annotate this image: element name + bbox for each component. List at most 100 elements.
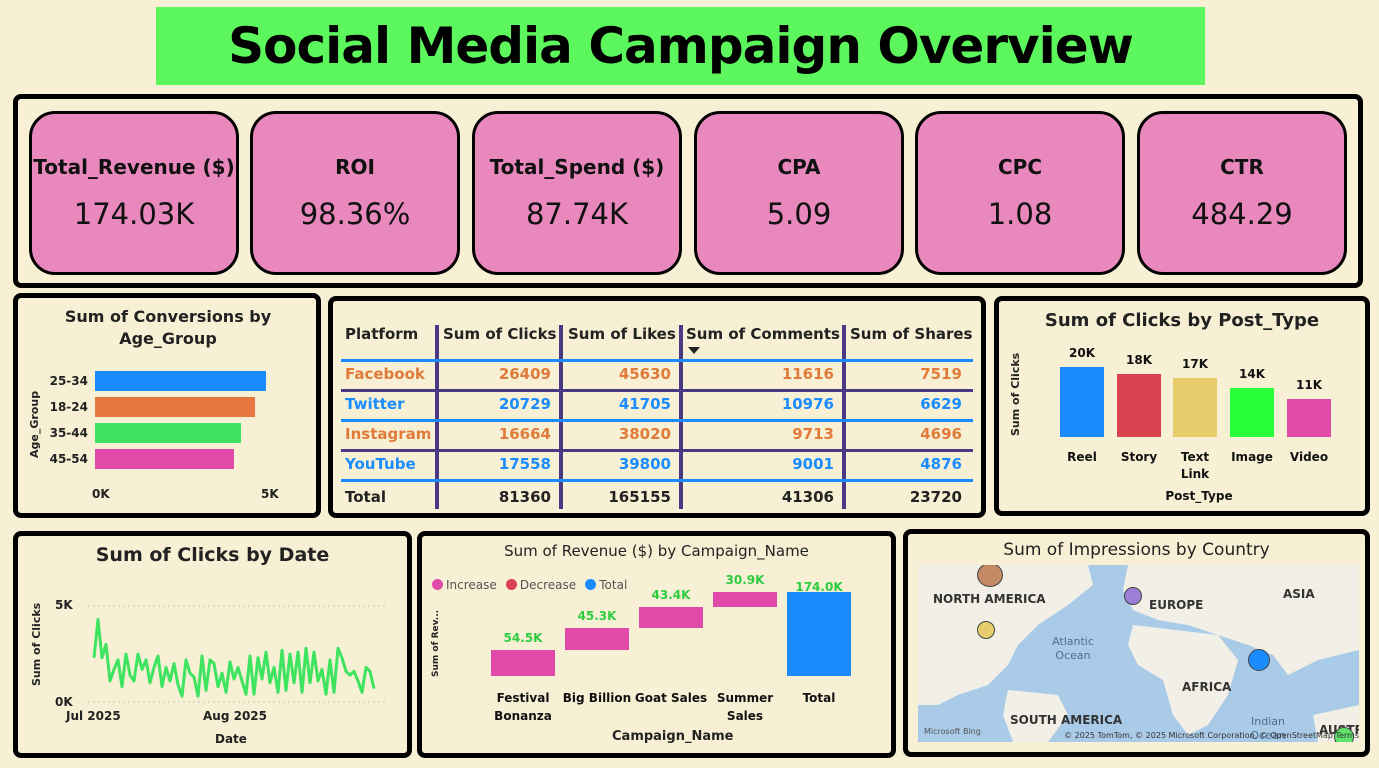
region-label: NORTH AMERICA (933, 592, 1046, 606)
table-value-cell: 4876 (920, 455, 962, 473)
post-chart-xlabel: Post_Type (1165, 489, 1233, 503)
legend-increase[interactable]: Increase (432, 578, 497, 592)
post-type-bar[interactable] (1117, 374, 1161, 437)
table-header-likes[interactable]: Sum of Likes (568, 325, 676, 343)
post-value-label: 18K (1126, 353, 1152, 367)
date-chart-title: Sum of Clicks by Date (95, 544, 330, 566)
post-type-bar[interactable] (1287, 398, 1331, 437)
table-value-cell: 38020 (618, 425, 671, 443)
region-label: ASIA (1283, 587, 1315, 601)
table-value-cell: 17558 (498, 455, 551, 473)
waterfall-increase-bar[interactable] (639, 606, 703, 628)
waterfall-value-label: 54.5K (503, 630, 543, 645)
kpi-card-total-spend[interactable]: Total_Spend ($) 87.74K (472, 111, 682, 275)
kpi-card-cpc[interactable]: CPC 1.08 (915, 111, 1125, 275)
legend-label: Decrease (519, 578, 577, 592)
kpi-label: Total_Revenue ($) (33, 155, 235, 179)
table-platform-cell[interactable]: YouTube (345, 455, 416, 473)
legend-total[interactable]: Total (585, 578, 627, 592)
age-tick-0: 0K (92, 487, 110, 501)
kpi-label: ROI (335, 155, 375, 179)
post-type-bar[interactable] (1060, 367, 1104, 437)
north-america-shape (918, 565, 1093, 705)
waterfall-total-bar[interactable] (787, 592, 851, 676)
table-value-cell: 9001 (792, 455, 834, 473)
waterfall-value-label: 174.0K (795, 580, 843, 594)
world-map[interactable]: NORTH AMERICA EUROPE ASIA AFRICA SOUTH A… (918, 565, 1359, 742)
country-bubble[interactable] (1334, 727, 1354, 742)
country-bubble[interactable] (1248, 649, 1270, 671)
table-platform-cell[interactable]: Twitter (345, 395, 405, 413)
kpi-card-roi[interactable]: ROI 98.36% (250, 111, 460, 275)
age-bar[interactable] (95, 397, 256, 417)
table-total-cell: 81360 (498, 488, 551, 506)
legend-label: Increase (446, 578, 497, 592)
table-total-cell: 165155 (608, 488, 671, 506)
kpi-value: 484.29 (1191, 197, 1293, 231)
table-value-cell: 20729 (498, 395, 551, 413)
post-category-label: Reel (1067, 450, 1097, 464)
table-platform-cell[interactable]: Instagram (345, 425, 432, 443)
legend-dot-icon (585, 579, 597, 590)
eurasia-shape (1123, 565, 1359, 675)
landmass-shapes (918, 565, 1359, 742)
waterfall-category-label: Summer Sales (716, 691, 774, 723)
country-bubble[interactable] (1124, 587, 1142, 605)
clicks-by-date-chart-panel[interactable]: Sum of Clicks by Date Sum of Clicks 5K 0… (13, 531, 412, 758)
date-xtick-jul: Jul 2025 (66, 709, 121, 723)
post-category-label: Image (1231, 450, 1273, 464)
table-platform-cell[interactable]: Facebook (345, 365, 425, 383)
table-value-cell: 10976 (781, 395, 834, 413)
country-bubble[interactable] (977, 621, 995, 639)
south-america-shape (1003, 690, 1068, 742)
post-value-label: 17K (1182, 356, 1208, 371)
table-header-platform[interactable]: Platform (345, 325, 419, 343)
country-bubble[interactable] (977, 565, 1003, 587)
post-value-label: 11K (1296, 377, 1322, 392)
age-category-label: 35-44 (49, 426, 88, 440)
impressions-map-panel[interactable]: Sum of Impressions by Country NORTH AMER… (903, 529, 1370, 757)
table-header-shares[interactable]: Sum of Shares (850, 325, 973, 343)
map-credit[interactable]: © 2025 TomTom, © 2025 Microsoft Corporat… (1064, 731, 1359, 740)
ocean-label: Atlantic Ocean (1052, 635, 1094, 662)
age-bar[interactable] (95, 371, 266, 391)
table-header-comments[interactable]: Sum of Comments (686, 325, 840, 343)
clicks-line-series[interactable] (92, 617, 376, 698)
post-category-label: Story (1120, 450, 1158, 464)
revenue-waterfall-chart-panel[interactable]: Sum of Revenue ($) by Campaign_Name Incr… (417, 531, 896, 758)
table-col-divider (842, 325, 846, 509)
legend-dot-icon (505, 579, 517, 590)
kpi-card-total-revenue[interactable]: Total_Revenue ($) 174.03K (29, 111, 239, 275)
post-type-chart-panel[interactable]: Sum of Clicks by Post_Type Sum of Clicks… (994, 296, 1370, 516)
age-chart-title: Sum of Conversions by Age_Group (64, 307, 272, 348)
table-header-clicks[interactable]: Sum of Clicks (443, 325, 557, 343)
legend-dot-icon (432, 579, 443, 590)
age-bar[interactable] (95, 449, 235, 469)
legend-label: Total (599, 578, 628, 592)
waterfall-increase-bar[interactable] (713, 591, 777, 607)
waterfall-increase-bar[interactable] (491, 649, 555, 676)
map-title: Sum of Impressions by Country (1003, 540, 1270, 560)
table-col-divider (559, 325, 563, 509)
kpi-card-cpa[interactable]: CPA 5.09 (694, 111, 904, 275)
waterfall-category-label: Total (802, 691, 836, 705)
region-label: AFRICA (1182, 680, 1232, 694)
legend-decrease[interactable]: Decrease (505, 578, 577, 592)
post-type-bar[interactable] (1173, 377, 1217, 437)
age-bar[interactable] (95, 423, 242, 443)
post-type-bar[interactable] (1230, 388, 1274, 437)
post-category-label: Video (1289, 450, 1329, 464)
table-col-divider (435, 325, 439, 509)
post-chart-title: Sum of Clicks by Post_Type (1044, 310, 1320, 331)
table-total-label: Total (345, 488, 386, 506)
waterfall-increase-bar[interactable] (565, 627, 629, 650)
kpi-card-ctr[interactable]: CTR 484.29 (1137, 111, 1347, 275)
age-group-chart-panel[interactable]: Sum of Conversions by Age_Group Age_Grou… (13, 293, 321, 518)
kpi-label: CPC (997, 155, 1042, 179)
dashboard-title-banner: Social Media Campaign Overview (156, 7, 1205, 85)
age-category-label: 18-24 (49, 400, 88, 414)
dashboard-title: Social Media Campaign Overview (228, 17, 1134, 75)
date-chart-xlabel: Date (215, 732, 247, 746)
table-row-divider (341, 449, 973, 452)
kpi-value: 1.08 (987, 197, 1053, 231)
